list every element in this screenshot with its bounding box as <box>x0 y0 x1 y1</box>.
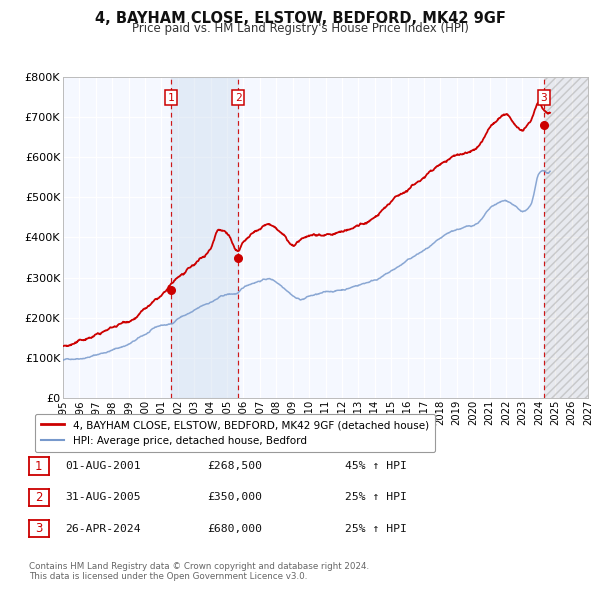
Text: 4, BAYHAM CLOSE, ELSTOW, BEDFORD, MK42 9GF: 4, BAYHAM CLOSE, ELSTOW, BEDFORD, MK42 9… <box>95 11 505 25</box>
Text: 25% ↑ HPI: 25% ↑ HPI <box>345 493 407 502</box>
Text: Contains HM Land Registry data © Crown copyright and database right 2024.
This d: Contains HM Land Registry data © Crown c… <box>29 562 369 581</box>
Bar <box>171 77 238 398</box>
Text: 2: 2 <box>35 491 43 504</box>
Text: £350,000: £350,000 <box>207 493 262 502</box>
Text: 25% ↑ HPI: 25% ↑ HPI <box>345 524 407 533</box>
Text: 2: 2 <box>235 93 241 103</box>
Text: £680,000: £680,000 <box>207 524 262 533</box>
Text: 45% ↑ HPI: 45% ↑ HPI <box>345 461 407 471</box>
Bar <box>544 77 588 398</box>
Bar <box>544 77 588 398</box>
Text: Price paid vs. HM Land Registry's House Price Index (HPI): Price paid vs. HM Land Registry's House … <box>131 22 469 35</box>
Legend: 4, BAYHAM CLOSE, ELSTOW, BEDFORD, MK42 9GF (detached house), HPI: Average price,: 4, BAYHAM CLOSE, ELSTOW, BEDFORD, MK42 9… <box>35 414 435 453</box>
Text: 01-AUG-2001: 01-AUG-2001 <box>65 461 140 471</box>
Text: 3: 3 <box>35 522 43 535</box>
Text: £268,500: £268,500 <box>207 461 262 471</box>
Text: 26-APR-2024: 26-APR-2024 <box>65 524 140 533</box>
Text: 1: 1 <box>167 93 175 103</box>
Text: 31-AUG-2005: 31-AUG-2005 <box>65 493 140 502</box>
Text: 3: 3 <box>541 93 547 103</box>
Text: 1: 1 <box>35 460 43 473</box>
